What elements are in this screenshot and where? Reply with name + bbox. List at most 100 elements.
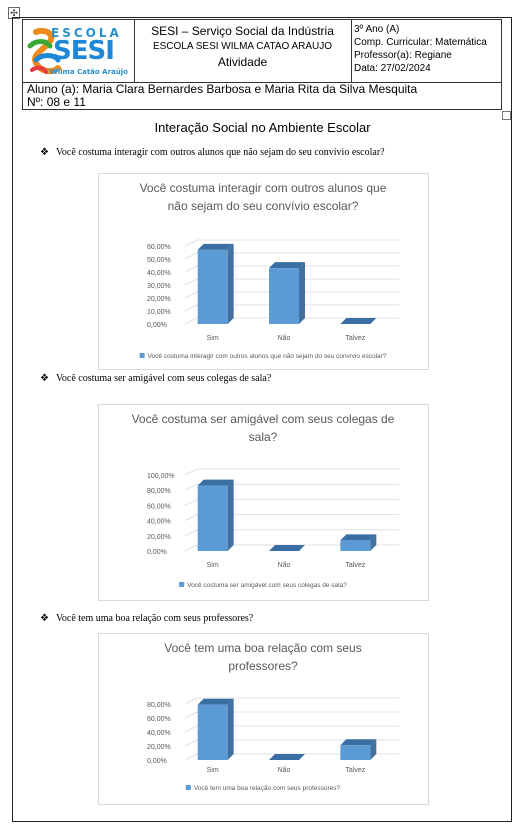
question-3: ❖ Você tem uma boa relação com seus profe… xyxy=(40,613,253,624)
page-border xyxy=(12,17,512,822)
x-tick-label: Não xyxy=(278,562,291,569)
gridline-depth xyxy=(184,252,198,260)
move-handle-icon[interactable]: ✣ xyxy=(8,7,20,19)
header-row: ESCOLA SESI Wilma Catão Araújo SESI – Se… xyxy=(23,20,501,83)
school-name: ESCOLA SESI WILMA CATAO ARAUJO xyxy=(152,41,333,52)
chart-3: Você tem uma boa relação com seus profess… xyxy=(98,633,429,805)
gridline-depth xyxy=(184,498,198,506)
bar-side xyxy=(370,534,377,551)
bar-top xyxy=(340,739,377,746)
y-tick-label: 20,00% xyxy=(147,744,171,751)
chart-title-line: Você tem uma boa relação com seus xyxy=(164,641,361,655)
y-tick-label: 60,00% xyxy=(147,244,171,251)
logo-escola-text: ESCOLA xyxy=(51,26,122,40)
x-tick-label: Talvez xyxy=(345,335,365,342)
info-cell: 3º Ano (A) Comp. Curricular: Matemática … xyxy=(351,20,501,82)
bar-side xyxy=(370,739,377,760)
gridline-depth xyxy=(184,697,198,705)
gridline-depth xyxy=(184,483,198,491)
x-tick-label: Sim xyxy=(207,335,219,342)
school-logo: ESCOLA SESI Wilma Catão Araújo xyxy=(23,20,135,82)
bar-top xyxy=(340,534,377,541)
grade: 3º Ano (A) xyxy=(354,24,400,35)
chart-3-svg: Você tem uma boa relação com seus profess… xyxy=(147,641,399,792)
date: Data: 27/02/2024 xyxy=(354,63,431,74)
bar-top xyxy=(340,318,377,324)
chart-title-line: sala? xyxy=(249,430,278,444)
subject: Comp. Curricular: Matemática xyxy=(354,37,487,48)
y-tick-label: 60,00% xyxy=(147,716,171,723)
y-tick-label: 40,00% xyxy=(147,519,171,526)
question-1: ❖ Você costuma interagir com outros aluno… xyxy=(40,147,385,158)
bar-side xyxy=(227,698,234,760)
gridline-depth xyxy=(184,514,198,522)
gridline-depth xyxy=(184,753,198,761)
bar-top xyxy=(269,545,305,551)
header-table: ESCOLA SESI Wilma Catão Araújo SESI – Se… xyxy=(22,19,502,110)
legend-label: Você tem uma boa relação com seus profes… xyxy=(194,785,341,792)
y-tick-label: 60,00% xyxy=(147,503,171,510)
y-tick-label: 10,00% xyxy=(147,309,171,316)
doc-type: Atividade xyxy=(217,55,268,69)
y-tick-label: 50,00% xyxy=(147,257,171,264)
y-tick-label: 0,00% xyxy=(147,322,167,329)
logo-subtitle: Wilma Catão Araújo xyxy=(50,68,128,76)
institution-name: SESI – Serviço Social da Indústria xyxy=(151,24,334,38)
chart-2: Você costuma ser amigável com seus coleg… xyxy=(98,404,429,601)
bar xyxy=(340,540,371,551)
diamond-bullet-icon: ❖ xyxy=(40,373,49,384)
question-2-text: Você costuma ser amigável com seus coleg… xyxy=(55,373,272,384)
gridline-depth xyxy=(184,529,198,537)
gridline-depth xyxy=(184,265,198,273)
x-tick-label: Sim xyxy=(207,562,219,569)
x-tick-label: Talvez xyxy=(345,767,365,774)
student-row: Aluno (a): Maria Clara Bernardes Barbosa… xyxy=(23,82,501,110)
gridline-depth xyxy=(184,291,198,299)
y-tick-label: 40,00% xyxy=(147,270,171,277)
gridline-depth xyxy=(184,739,198,747)
bar xyxy=(340,745,371,760)
diamond-bullet-icon: ❖ xyxy=(40,147,49,158)
gridline-depth xyxy=(184,278,198,286)
x-tick-label: Não xyxy=(278,335,291,342)
y-tick-label: 0,00% xyxy=(147,758,167,765)
table-resize-handle[interactable] xyxy=(502,111,511,120)
legend-swatch xyxy=(139,353,145,358)
y-tick-label: 40,00% xyxy=(147,730,171,737)
bar xyxy=(197,249,228,324)
legend-swatch xyxy=(179,582,185,587)
y-tick-label: 80,00% xyxy=(147,488,171,495)
y-tick-label: 20,00% xyxy=(147,534,171,541)
bar-side xyxy=(227,243,234,324)
y-tick-label: 100,00% xyxy=(147,473,175,480)
chart-title-line: professores? xyxy=(228,659,298,673)
chart-1: Você costuma interagir com outros alunos… xyxy=(98,173,429,370)
gridline-depth xyxy=(184,468,198,476)
gridline-depth xyxy=(184,725,198,733)
gridline-depth xyxy=(184,711,198,719)
question-3-text: Você tem uma boa relação com seus profes… xyxy=(55,613,254,624)
bar-top xyxy=(197,243,234,250)
y-tick-label: 0,00% xyxy=(147,549,167,556)
chart-1-svg: Você costuma interagir com outros alunos… xyxy=(139,181,399,360)
y-tick-label: 80,00% xyxy=(147,702,171,709)
question-2: ❖ Você costuma ser amigável com seus cole… xyxy=(40,373,271,384)
x-tick-label: Sim xyxy=(207,767,219,774)
x-tick-label: Não xyxy=(278,767,291,774)
bar-top xyxy=(197,698,234,705)
bar-top xyxy=(269,262,305,269)
bar-top xyxy=(197,479,234,486)
gridline-depth xyxy=(184,544,198,552)
legend-swatch xyxy=(185,785,191,790)
y-tick-label: 20,00% xyxy=(147,296,171,303)
chart-title-line: Você costuma ser amigável com seus coleg… xyxy=(132,412,395,426)
diamond-bullet-icon: ❖ xyxy=(40,613,49,624)
legend-label: Você costuma ser amigável com seus coleg… xyxy=(187,582,347,589)
legend-label: Você costuma interagir com outros alunos… xyxy=(148,353,387,360)
school-cell: SESI – Serviço Social da Indústria ESCOL… xyxy=(134,20,352,82)
bar-side xyxy=(227,479,234,551)
bar xyxy=(197,704,228,760)
x-tick-label: Talvez xyxy=(345,562,365,569)
document-title: Interação Social no Ambiente Escolar xyxy=(154,120,371,135)
teacher: Professor(a): Regiane xyxy=(354,50,452,61)
